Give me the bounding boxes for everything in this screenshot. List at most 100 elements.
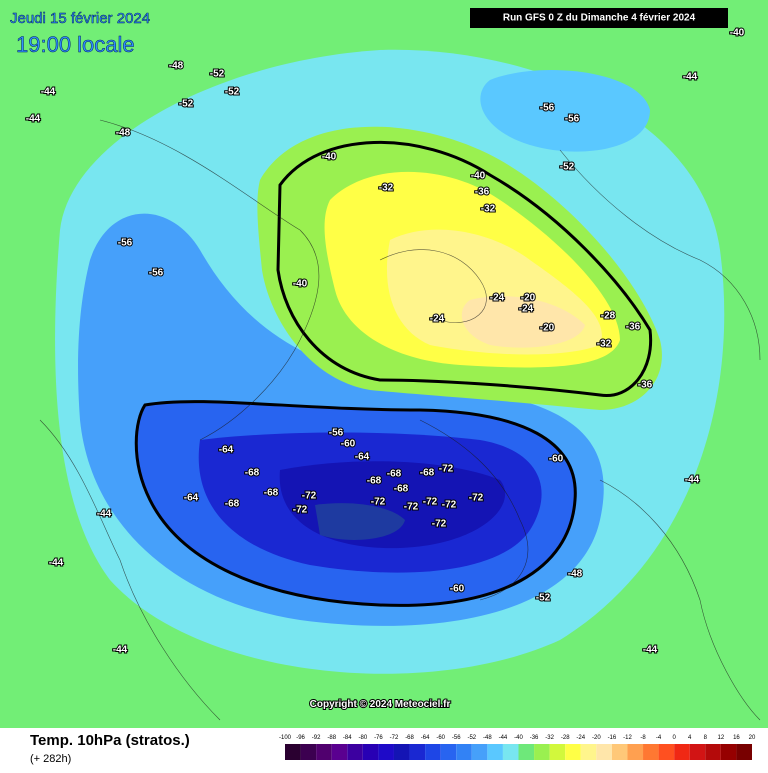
scale-label: 8 [704, 735, 708, 741]
contour-label: -68 [420, 468, 435, 479]
scale-swatch [347, 744, 363, 760]
contour-label: -56 [565, 114, 580, 125]
contour-label: -44 [26, 114, 41, 125]
scale-label: 0 [672, 735, 676, 741]
scale-label: 12 [718, 735, 725, 741]
scale-swatch [471, 744, 488, 760]
contour-label: -32 [481, 204, 496, 215]
scale-swatch [362, 744, 379, 760]
scale-label: -8 [640, 735, 646, 741]
run-box [470, 8, 728, 28]
scale-swatch [674, 744, 690, 760]
scale-label: -28 [561, 735, 570, 741]
footer-title: Temp. 10hPa (stratos.) [30, 732, 190, 749]
scale-label: -36 [530, 735, 539, 741]
scale-label: -24 [576, 735, 585, 741]
scale-swatch [643, 744, 659, 760]
contour-label: -40 [471, 171, 486, 182]
contour-label: -60 [549, 454, 564, 465]
contour-label: -52 [179, 99, 194, 110]
scale-swatch [425, 744, 441, 760]
scale-swatch [487, 744, 503, 760]
scale-swatch [596, 744, 612, 760]
scale-swatch [627, 744, 644, 760]
scale-label: -4 [656, 735, 662, 741]
contour-label: -72 [439, 464, 454, 475]
scale-swatch [549, 744, 566, 760]
contour-label: -60 [450, 584, 465, 595]
scale-label: -52 [467, 735, 476, 741]
contour-label: -32 [379, 183, 394, 194]
scale-label: -56 [452, 735, 461, 741]
scale-label: -96 [296, 735, 305, 741]
scale-swatch [689, 744, 706, 760]
scale-label: -64 [421, 735, 430, 741]
contour-label: -64 [355, 452, 370, 463]
contour-label: -40 [293, 279, 308, 290]
scale-label: -80 [358, 735, 367, 741]
contour-label: -52 [560, 162, 575, 173]
contour-label: -68 [387, 469, 402, 480]
color-scale: -100 -96 -92 -88 -84 -80 -76 -72 -68 -64 -60 -56 -52… [279, 735, 756, 760]
scale-swatch [518, 744, 535, 760]
scale-swatch [580, 744, 597, 760]
contour-label: -44 [643, 645, 658, 656]
scale-label: -12 [623, 735, 632, 741]
run-label: Run GFS 0 Z du Dimanche 4 février 2024 [503, 13, 696, 24]
scale-label: -48 [483, 735, 492, 741]
date-label: Jeudi 15 février 2024 [10, 10, 150, 27]
time-label: 19:00 locale [16, 32, 135, 57]
contour-label: -72 [371, 497, 386, 508]
scale-label: -92 [312, 735, 321, 741]
contour-label: -24 [430, 314, 445, 325]
scale-swatch [456, 744, 472, 760]
contour-label: -20 [540, 323, 555, 334]
coastlines [39, 119, 761, 721]
scale-swatch [565, 744, 581, 760]
map [39, 49, 761, 721]
contour-label: -72 [302, 491, 317, 502]
contour-label: -40 [322, 152, 337, 163]
scale-swatch [720, 744, 737, 760]
scale-label: -20 [592, 735, 601, 741]
scale-swatch [705, 744, 721, 760]
contour-label: -72 [432, 519, 447, 530]
scale-label: -72 [390, 735, 399, 741]
scale-swatch [440, 744, 457, 760]
scale-label: -68 [405, 735, 414, 741]
contour-labels: -64-68-68 -72-72-68-64-64-68-72 -72 -72 -72-… [25, 27, 746, 657]
warm-core [461, 296, 585, 348]
contour-label: -48 [169, 61, 184, 72]
contour-label: -20 [521, 293, 536, 304]
scale-swatch [316, 744, 332, 760]
contour-label: -44 [113, 645, 128, 656]
contour-label: -36 [475, 187, 490, 198]
vortex-center [315, 503, 405, 540]
contour-label: -68 [245, 468, 260, 479]
contour-label: -64 [219, 445, 234, 456]
contour-label: -64 [184, 493, 199, 504]
contour-label: -40 [730, 28, 745, 39]
scale-label: 16 [733, 735, 740, 741]
contour-label: -72 [442, 500, 457, 511]
scale-swatch [285, 744, 301, 760]
contour-label: -56 [540, 103, 555, 114]
contour-label: -72 [423, 497, 438, 508]
scale-swatch [331, 744, 348, 760]
scale-label: -32 [545, 735, 554, 741]
contour-label: -32 [597, 339, 612, 350]
scale-swatch [300, 744, 317, 760]
contour-label: -52 [225, 87, 240, 98]
contour-label: -36 [626, 322, 641, 333]
scale-label: -44 [499, 735, 508, 741]
contour-label: -48 [116, 128, 131, 139]
contour-label: -52 [210, 69, 225, 80]
scale-label: -40 [514, 735, 523, 741]
contour-label: -68 [225, 499, 240, 510]
copyright: Copyright © 2024 Meteociel.fr [310, 699, 451, 710]
contour-label: -68 [264, 488, 279, 499]
scale-label: 20 [749, 735, 756, 741]
scale-label: -100 [279, 735, 292, 741]
contour-label: -36 [638, 380, 653, 391]
